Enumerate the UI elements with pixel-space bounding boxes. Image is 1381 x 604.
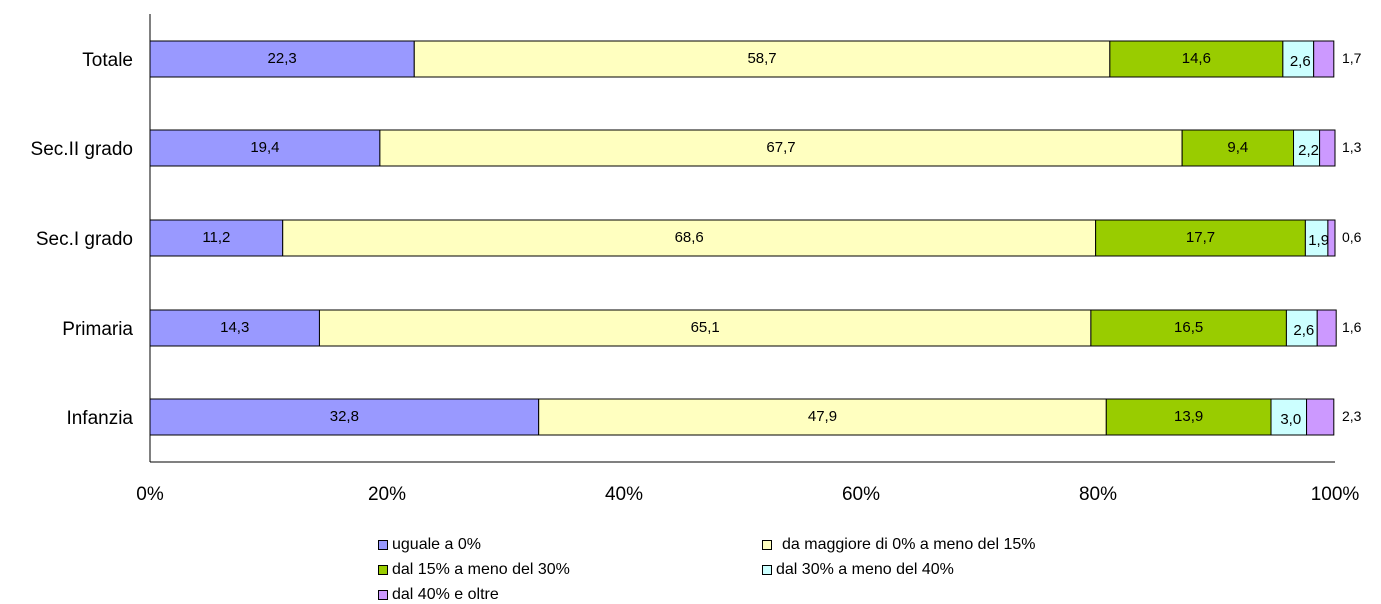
x-tick-label: 100% <box>1311 484 1360 505</box>
bar-segment <box>1316 309 1337 347</box>
x-tick-label: 40% <box>605 484 643 505</box>
bar-segment <box>1285 309 1318 347</box>
bar-segment <box>318 309 1092 347</box>
bar-segment <box>1306 398 1335 436</box>
bar-segment <box>1181 129 1295 167</box>
data-label: 14,3 <box>220 319 249 336</box>
bar-segment <box>1270 398 1308 436</box>
bar-segment <box>1282 40 1315 78</box>
data-label: 58,7 <box>747 50 776 67</box>
data-label: 68,6 <box>675 229 704 246</box>
data-label: 13,9 <box>1174 408 1203 425</box>
data-label: 47,9 <box>808 408 837 425</box>
category-label: Totale <box>82 50 133 71</box>
bar-segment <box>149 219 284 257</box>
bar-segment <box>379 129 1183 167</box>
x-tick-label: 20% <box>368 484 406 505</box>
bar-segment <box>538 398 1107 436</box>
bar-segment <box>1095 219 1306 257</box>
bar-segment <box>413 40 1111 78</box>
data-label: 14,6 <box>1182 50 1211 67</box>
data-label: 3,0 <box>1280 411 1301 428</box>
category-label: Sec.I grado <box>36 229 133 250</box>
data-label: 22,3 <box>268 50 297 67</box>
data-label: 19,4 <box>250 139 279 156</box>
bar-segment <box>1319 129 1336 167</box>
data-label: 32,8 <box>330 408 359 425</box>
data-label: 17,7 <box>1186 229 1215 246</box>
data-label: 1,7 <box>1342 50 1362 66</box>
data-label: 9,4 <box>1227 139 1248 156</box>
data-label: 11,2 <box>202 229 230 246</box>
data-label: 2,3 <box>1342 408 1362 424</box>
data-label: 1,9 <box>1308 232 1329 249</box>
x-tick-label: 80% <box>1079 484 1117 505</box>
bar-segment <box>1313 40 1335 78</box>
category-label: Sec.II grado <box>31 139 133 160</box>
bar-segment <box>1109 40 1284 78</box>
data-label: 1,6 <box>1342 319 1362 335</box>
data-label: 2,6 <box>1293 322 1314 339</box>
bar-segment <box>1105 398 1272 436</box>
data-label: 65,1 <box>691 319 720 336</box>
x-tick-label: 0% <box>136 484 164 505</box>
category-label: Primaria <box>62 319 133 340</box>
bar-segment <box>1293 129 1321 167</box>
x-tick-label: 60% <box>842 484 880 505</box>
data-label: 16,5 <box>1174 319 1203 336</box>
data-label: 1,3 <box>1342 139 1362 155</box>
data-label: 0,6 <box>1342 229 1362 245</box>
data-label: 2,6 <box>1290 53 1311 70</box>
data-label: 2,2 <box>1298 142 1319 159</box>
data-label: 67,7 <box>766 139 795 156</box>
bar-segment <box>149 40 415 78</box>
bar-segment <box>282 219 1097 257</box>
bar-segment <box>1327 219 1336 257</box>
category-label: Infanzia <box>66 408 133 429</box>
bar-segment <box>149 398 540 436</box>
